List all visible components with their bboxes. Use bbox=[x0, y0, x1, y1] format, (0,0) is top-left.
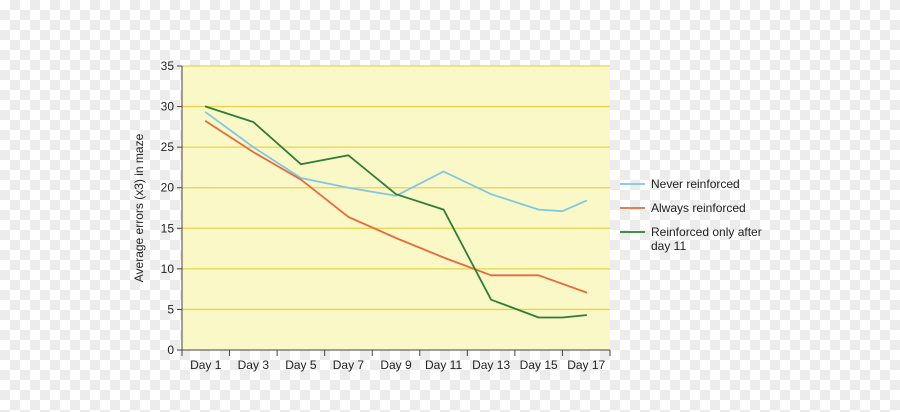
x-tick-label: Day 7 bbox=[333, 358, 365, 372]
y-tick-label: 15 bbox=[161, 221, 175, 235]
y-axis-label: Average errors (x3) in maze bbox=[132, 133, 146, 282]
x-tick-label: Day 15 bbox=[520, 358, 558, 372]
y-tick-label: 30 bbox=[161, 100, 175, 114]
series-line-3 bbox=[204, 105, 588, 319]
x-tick-label: Day 3 bbox=[238, 358, 270, 372]
y-tick-label: 0 bbox=[167, 343, 174, 357]
series-line-2 bbox=[204, 120, 588, 294]
legend: Never reinforced Always reinforced Reinfor… bbox=[620, 177, 762, 253]
x-axis-ticks: Day 1 Day 3 Day 5 Day 7 Day 9 Day 11 Day 13 Day… bbox=[181, 350, 611, 372]
y-tick-label: 25 bbox=[161, 140, 175, 154]
y-tick-label: 20 bbox=[161, 181, 175, 195]
plot-area bbox=[182, 66, 610, 350]
series-line-1 bbox=[204, 111, 588, 213]
y-tick-label: 35 bbox=[161, 59, 175, 73]
legend-label-3: Reinforced only after bbox=[651, 225, 762, 239]
legend-label-2: Always reinforced bbox=[651, 201, 746, 215]
axes bbox=[181, 66, 610, 351]
x-tick-label: Day 13 bbox=[472, 358, 510, 372]
x-tick-label: Day 17 bbox=[567, 358, 605, 372]
y-axis-ticks: 0 5 10 15 20 25 30 35 bbox=[161, 59, 182, 357]
x-tick-label: Day 1 bbox=[190, 358, 222, 372]
legend-label-3: day 11 bbox=[651, 239, 686, 253]
x-tick-label: Day 9 bbox=[380, 358, 412, 372]
x-tick-label: Day 5 bbox=[285, 358, 317, 372]
series-lines bbox=[204, 105, 588, 319]
legend-label-1: Never reinforced bbox=[651, 177, 740, 191]
y-tick-label: 10 bbox=[161, 262, 175, 276]
y-tick-label: 5 bbox=[167, 302, 174, 316]
x-tick-label: Day 11 bbox=[425, 358, 462, 372]
